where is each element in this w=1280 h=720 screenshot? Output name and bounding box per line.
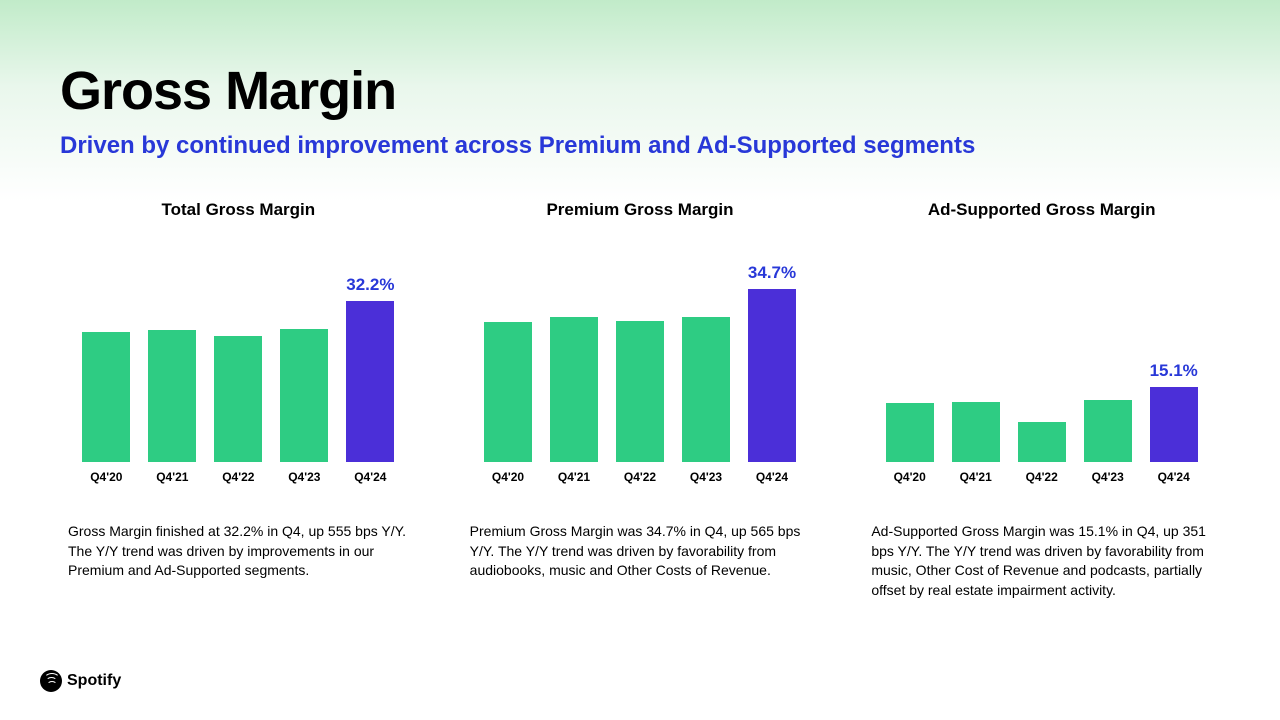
slide-subtitle: Driven by continued improvement across P… — [60, 132, 1220, 160]
bar — [682, 317, 730, 463]
bar-chart: Q4'20Q4'21Q4'22Q4'2334.7%Q4'24 — [462, 230, 819, 490]
bar — [1150, 387, 1198, 463]
bar-wrap: Q4'20 — [484, 322, 532, 462]
chart-panel: Ad-Supported Gross Margin Q4'20 Q4'21 Q4'22… — [863, 200, 1220, 600]
slide-gross-margin: Gross Margin Driven by continued improve… — [0, 0, 1280, 720]
bar — [148, 330, 196, 463]
spotify-logo: Spotify — [40, 670, 121, 692]
bar — [952, 402, 1000, 462]
bar-category-label: Q4'20 — [894, 470, 926, 484]
bar-wrap: Q4'20 — [82, 332, 130, 462]
bar-wrap: 15.1%Q4'24 — [1150, 387, 1198, 463]
bar-wrap: Q4'21 — [550, 317, 598, 462]
bar — [550, 317, 598, 462]
chart-panel: Total Gross Margin Q4'20 Q4'21 Q4'22 Q4'23 32… — [60, 200, 417, 600]
bar — [616, 321, 664, 463]
chart-description: Premium Gross Margin was 34.7% in Q4, up… — [462, 522, 819, 581]
bar-value-label: 15.1% — [1150, 361, 1198, 381]
chart-panel: Premium Gross Margin Q4'20 Q4'21 Q4'22 Q4'23… — [462, 200, 819, 600]
bar-category-label: Q4'21 — [156, 470, 188, 484]
bar-category-label: Q4'24 — [1158, 470, 1190, 484]
bar-category-label: Q4'22 — [624, 470, 656, 484]
bar-category-label: Q4'22 — [222, 470, 254, 484]
slide-title: Gross Margin — [60, 60, 1220, 122]
bar — [214, 336, 262, 463]
bar — [1018, 422, 1066, 462]
chart-description: Gross Margin finished at 32.2% in Q4, up… — [60, 522, 417, 581]
bar-wrap: Q4'23 — [682, 317, 730, 463]
bar-wrap: Q4'21 — [952, 402, 1000, 462]
bar — [748, 289, 796, 463]
bar-category-label: Q4'20 — [90, 470, 122, 484]
bar-chart: Q4'20Q4'21Q4'22Q4'2315.1%Q4'24 — [863, 230, 1220, 490]
bar-chart: Q4'20Q4'21Q4'22Q4'2332.2%Q4'24 — [60, 230, 417, 490]
bar-wrap: Q4'21 — [148, 330, 196, 463]
bar — [886, 403, 934, 462]
bar-wrap: Q4'22 — [616, 321, 664, 463]
bar-category-label: Q4'21 — [960, 470, 992, 484]
bar-category-label: Q4'23 — [1092, 470, 1124, 484]
chart-title: Total Gross Margin — [60, 200, 417, 220]
bar-wrap: Q4'20 — [886, 403, 934, 462]
spotify-logo-text: Spotify — [67, 672, 121, 690]
bar-wrap: Q4'23 — [1084, 400, 1132, 463]
bar — [484, 322, 532, 462]
bar-wrap: Q4'22 — [214, 336, 262, 463]
bar — [280, 329, 328, 463]
bar-wrap: 32.2%Q4'24 — [346, 301, 394, 462]
bar-category-label: Q4'23 — [288, 470, 320, 484]
bar-category-label: Q4'20 — [492, 470, 524, 484]
chart-title: Ad-Supported Gross Margin — [863, 200, 1220, 220]
spotify-icon — [40, 670, 62, 692]
bar — [346, 301, 394, 462]
bar-category-label: Q4'24 — [354, 470, 386, 484]
chart-title: Premium Gross Margin — [462, 200, 819, 220]
bar-category-label: Q4'21 — [558, 470, 590, 484]
bar-category-label: Q4'22 — [1026, 470, 1058, 484]
bar-category-label: Q4'23 — [690, 470, 722, 484]
bar — [1084, 400, 1132, 463]
chart-description: Ad-Supported Gross Margin was 15.1% in Q… — [863, 522, 1220, 600]
bar-value-label: 32.2% — [346, 275, 394, 295]
bar-wrap: Q4'22 — [1018, 422, 1066, 462]
charts-row: Total Gross Margin Q4'20 Q4'21 Q4'22 Q4'23 32… — [60, 200, 1220, 600]
bar-category-label: Q4'24 — [756, 470, 788, 484]
bar — [82, 332, 130, 462]
bar-wrap: 34.7%Q4'24 — [748, 289, 796, 463]
bar-value-label: 34.7% — [748, 263, 796, 283]
bar-wrap: Q4'23 — [280, 329, 328, 463]
